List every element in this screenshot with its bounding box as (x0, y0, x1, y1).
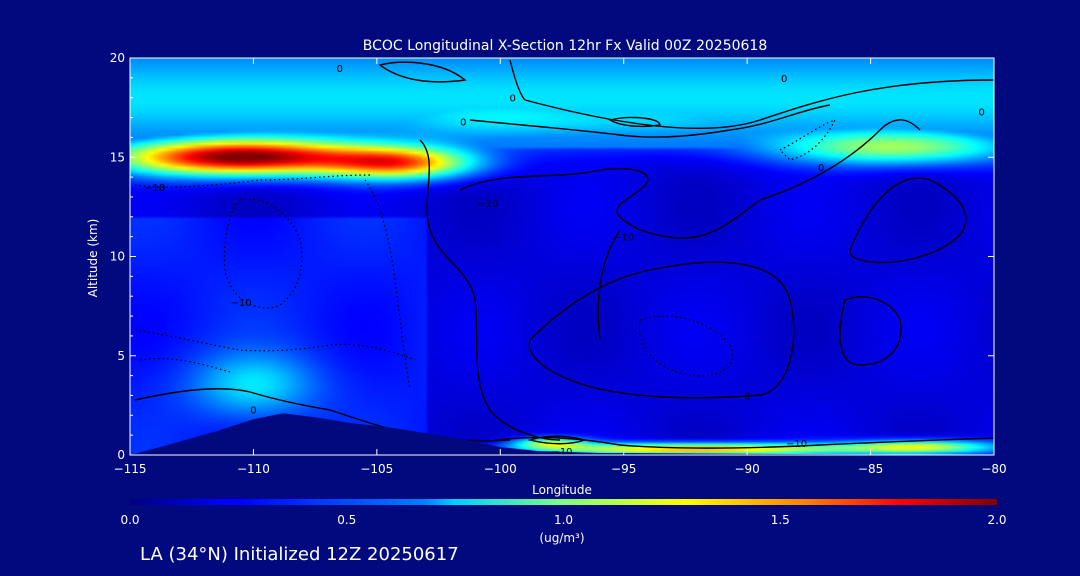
contour-line (223, 198, 303, 309)
concentration-heatmap (130, 58, 994, 455)
y-tick-label: 10 (110, 250, 125, 264)
contour-label: 0 (978, 108, 984, 119)
contour-line (419, 139, 561, 441)
contour-label: 0 (781, 74, 787, 85)
colorbar-tick-label: 0.5 (337, 513, 356, 527)
colorbar-tick-label: 1.0 (554, 513, 573, 527)
x-tick-label: −115 (114, 462, 147, 476)
colorbar-gradient (130, 499, 997, 505)
contour-line (469, 104, 831, 138)
contour-line (139, 358, 231, 373)
x-axis: −115 −110 −105 −100 −95 −90 −85 −80 (114, 58, 1007, 476)
contour-label: 0 (744, 391, 750, 402)
contour-label: −10 (477, 199, 498, 210)
x-axis-label: Longitude (532, 483, 592, 497)
colorbar: 0.0 0.5 1.0 1.5 2.0 (ug/m³) (120, 499, 1007, 545)
terrain-silhouette (130, 413, 994, 455)
footer-caption: LA (34°N) Initialized 12Z 20250617 (140, 544, 459, 565)
chart-title: BCOC Longitudinal X-Section 12hr Fx Vali… (363, 38, 767, 54)
contour-line (608, 116, 661, 128)
contour-line (848, 177, 967, 264)
contour-lines (134, 59, 994, 449)
contour-label: −10 (786, 439, 807, 450)
y-tick-label: 20 (110, 51, 125, 65)
contour-line (638, 315, 734, 377)
x-tick-label: −100 (484, 462, 517, 476)
colorbar-unit-label: (ug/m³) (539, 531, 584, 545)
contour-label: −10 (144, 183, 165, 194)
x-tick-label: −90 (734, 462, 759, 476)
contour-label: 0 (509, 94, 515, 105)
plot-area: 0 0 0 0 0 0 −10 −10 −10 −10 0 0 −10 −10 (130, 58, 994, 458)
colorbar-tick-label: 2.0 (987, 513, 1006, 527)
x-tick-label: −80 (981, 462, 1006, 476)
x-tick-label: −95 (611, 462, 636, 476)
contour-label: 0 (250, 405, 256, 416)
colorbar-tick-label: 1.5 (771, 513, 790, 527)
contour-line (778, 118, 837, 161)
contour-label: −10 (613, 233, 634, 244)
y-tick-label: 5 (117, 349, 125, 363)
contour-line (509, 59, 994, 129)
contour-line (528, 261, 795, 399)
y-axis-label: Altitude (km) (86, 219, 100, 298)
colorbar-tick-label: 0.0 (120, 513, 139, 527)
contour-label: −10 (551, 447, 572, 458)
y-tick-label: 0 (117, 448, 125, 462)
contour-line (494, 436, 994, 449)
y-tick-label: 15 (110, 150, 125, 164)
contour-line (839, 296, 902, 366)
contour-label: 0 (818, 163, 824, 174)
negative-contour-lines (134, 118, 837, 391)
x-tick-label: −110 (237, 462, 270, 476)
contour-label: 0 (460, 118, 466, 129)
contour-line (459, 168, 761, 239)
x-tick-label: −105 (360, 462, 393, 476)
contour-label: 0 (337, 64, 343, 75)
contour-line (527, 435, 588, 445)
contour-label: −10 (231, 298, 252, 309)
contour-labels: 0 0 0 0 0 0 −10 −10 −10 −10 0 0 −10 −10 (144, 64, 985, 458)
contour-line (378, 61, 467, 83)
contour-line (597, 119, 921, 341)
colorbar-ticks: 0.0 0.5 1.0 1.5 2.0 (120, 513, 1006, 527)
x-tick-label: −85 (858, 462, 883, 476)
y-axis: 0 5 10 15 20 (110, 51, 994, 462)
